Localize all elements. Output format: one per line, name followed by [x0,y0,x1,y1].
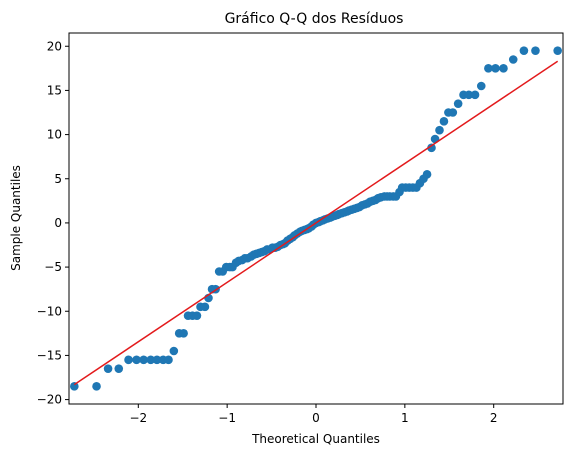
data-point-108 [470,90,480,100]
data-point-1 [92,382,101,391]
data-point-7 [146,355,156,365]
x-tick-label: 2 [490,411,498,425]
x-tick-label: 0 [312,411,320,425]
data-point-13 [179,329,188,338]
x-tick-label: −2 [129,411,147,425]
data-point-110 [484,64,493,73]
data-point-115 [531,46,540,55]
y-axis-label: Sample Quantiles [9,165,23,271]
y-tick-label: 5 [54,172,62,186]
x-tick-label: −1 [218,411,236,425]
y-tick-label: 15 [47,83,62,97]
data-point-16 [192,311,202,320]
data-point-99 [427,143,436,153]
data-point-6 [139,355,148,365]
data-point-111 [491,64,500,73]
data-point-113 [508,55,518,64]
data-point-98 [422,170,432,179]
y-tick-label: −5 [44,260,62,274]
y-tick-label: −10 [37,304,62,318]
data-point-0 [70,382,79,391]
y-tick-label: 20 [47,39,62,53]
y-tick-label: −20 [37,393,62,407]
data-point-3 [114,364,124,373]
data-point-2 [103,364,113,373]
plot-area [70,46,562,391]
data-point-11 [169,346,179,356]
data-point-104 [448,108,458,117]
y-tick-label: 10 [47,128,62,142]
reference-line [73,60,559,386]
data-point-101 [435,125,444,135]
data-point-102 [439,117,449,126]
data-point-112 [499,64,508,73]
chart-title: Gráfico Q-Q dos Resíduos [225,11,404,27]
data-point-105 [453,99,463,108]
x-axis-ticks: −2 −1 0 1 2 [129,404,498,425]
y-tick-label: 0 [54,216,62,230]
x-tick-label: 1 [401,411,409,425]
data-point-109 [476,81,486,91]
data-point-4 [124,355,133,365]
data-point-116 [553,46,562,55]
y-tick-label: −15 [37,348,62,362]
data-point-10 [164,355,173,365]
axes-frame [68,32,564,405]
x-axis-label: Theoretical Quantiles [251,432,380,446]
data-point-5 [132,355,141,365]
data-point-107 [464,90,474,100]
scatter-points [70,46,562,391]
y-axis-ticks: −20 −15 −10 −5 0 5 10 15 20 [37,39,69,407]
data-point-114 [519,46,529,55]
data-point-18 [200,302,210,312]
data-point-8 [152,355,162,365]
